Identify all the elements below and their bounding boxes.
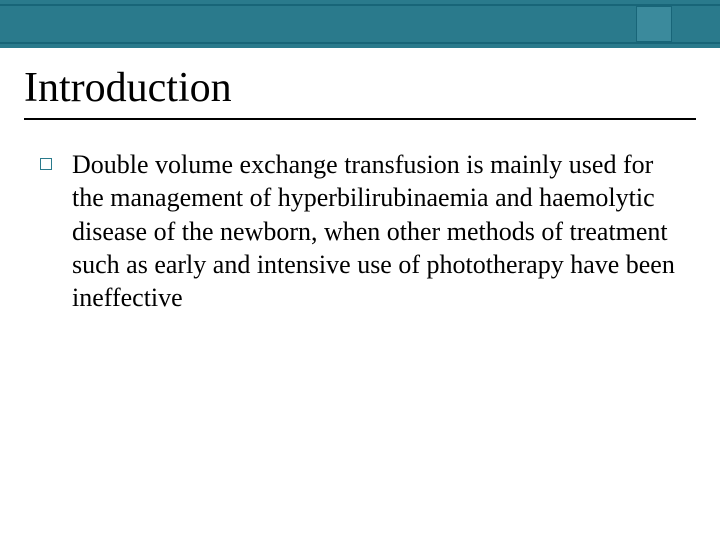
content-area: Double volume exchange transfusion is ma… <box>0 124 720 314</box>
title-area: Introduction <box>0 48 720 124</box>
title-underline <box>24 118 696 120</box>
slide-title: Introduction <box>24 64 696 112</box>
bullet-text: Double volume exchange transfusion is ma… <box>72 148 680 314</box>
bullet-item: Double volume exchange transfusion is ma… <box>40 148 680 314</box>
header-decorative-line-top <box>0 4 720 6</box>
header-decorative-line-bottom <box>0 42 720 44</box>
header-band <box>0 0 720 48</box>
header-decorative-square <box>636 6 672 42</box>
bullet-square-icon <box>40 158 52 170</box>
